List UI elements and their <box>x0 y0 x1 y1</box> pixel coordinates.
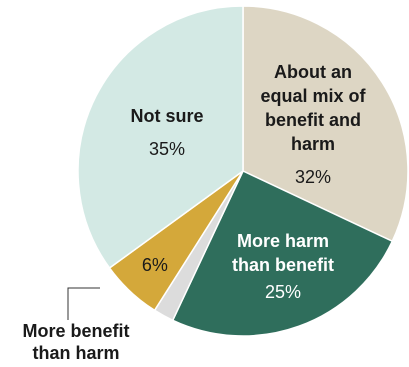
category-label-about-equal-mix: harm <box>291 134 335 154</box>
pie-slices <box>77 5 409 337</box>
category-label-more-benefit: than harm <box>32 343 119 363</box>
value-label-more-benefit: 6% <box>142 255 168 275</box>
value-label-about-equal-mix: 32% <box>295 167 331 187</box>
category-label-more-harm: More harm <box>237 231 329 251</box>
category-label-about-equal-mix: About an <box>274 62 352 82</box>
category-label-about-equal-mix: equal mix of <box>260 86 366 106</box>
slice-about-equal-mix <box>242 5 409 243</box>
value-label-more-harm: 25% <box>265 282 301 302</box>
category-label-more-benefit: More benefit <box>22 321 129 341</box>
slice-not-sure <box>77 5 244 270</box>
category-label-more-harm: than benefit <box>232 255 334 275</box>
slice-more-harm <box>171 170 394 337</box>
leader-line-more-benefit <box>67 287 100 320</box>
pie-labels: About an equal mix of benefit and harm 32% Mo… <box>22 62 366 363</box>
category-label-not-sure: Not sure <box>130 106 203 126</box>
value-label-not-sure: 35% <box>149 139 185 159</box>
category-label-about-equal-mix: benefit and <box>265 110 361 130</box>
leader-lines <box>67 287 100 320</box>
